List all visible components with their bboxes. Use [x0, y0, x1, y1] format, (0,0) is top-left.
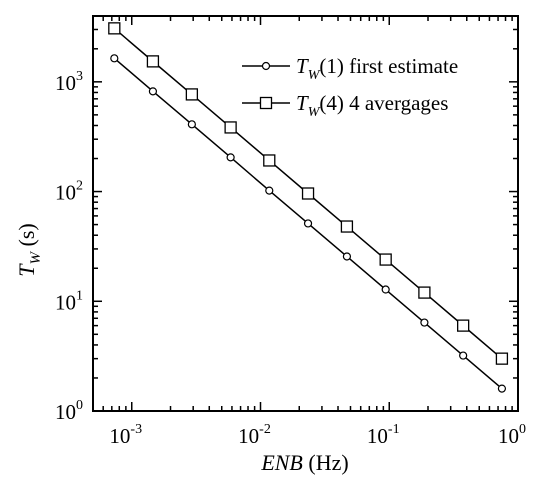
square-marker [185, 88, 199, 101]
square-marker [418, 286, 431, 299]
circle-marker [187, 120, 196, 129]
square-marker [108, 22, 121, 35]
circle-marker [110, 54, 119, 63]
series-2 [108, 22, 509, 365]
circle-marker [226, 153, 235, 162]
y-tick-label: 102 [55, 179, 83, 205]
circle-marker [303, 219, 313, 228]
square-marker [379, 253, 392, 266]
square-marker [146, 55, 160, 68]
x-axis-ticks: 10-3 10-2 10-1 100 [92, 16, 526, 448]
square-marker [457, 319, 470, 332]
square-marker [224, 121, 237, 134]
legend-label: TW(1) first estimate [296, 54, 458, 83]
series-1 [110, 54, 507, 393]
circle-marker [342, 252, 352, 261]
legend-label: TW(4) 4 avergages [296, 91, 448, 120]
x-tick-label: 10-1 [367, 422, 400, 448]
y-axis-ticks: 100 101 102 103 [55, 28, 518, 424]
series-layer [108, 22, 509, 393]
plot-border [92, 15, 519, 412]
y-tick-label: 100 [55, 398, 83, 424]
legend-square-marker [259, 96, 273, 110]
circle-marker [148, 87, 158, 96]
legend: TW(1) first estimate TW(4) 4 avergages [242, 54, 458, 120]
square-marker [340, 220, 354, 233]
y-tick-label: 101 [55, 288, 83, 314]
circle-marker [265, 186, 274, 195]
circle-marker [420, 318, 429, 327]
legend-circle-marker [261, 61, 271, 71]
plot-frame [92, 15, 519, 412]
x-tick-label: 10-3 [109, 422, 142, 448]
square-marker [495, 352, 509, 365]
y-axis-title: TW (s) [14, 223, 44, 276]
legend-item-2: TW(4) 4 avergages [242, 91, 448, 120]
y-tick-label: 103 [55, 69, 83, 95]
square-marker [301, 187, 315, 200]
x-axis-title: ENB (Hz) [260, 450, 348, 475]
circle-marker [381, 285, 390, 294]
circle-marker [497, 384, 507, 393]
x-tick-label: 100 [498, 422, 526, 448]
square-marker [263, 154, 276, 167]
legend-item-1: TW(1) first estimate [242, 54, 458, 83]
circle-marker [459, 351, 468, 360]
x-tick-label: 10-2 [238, 422, 271, 448]
